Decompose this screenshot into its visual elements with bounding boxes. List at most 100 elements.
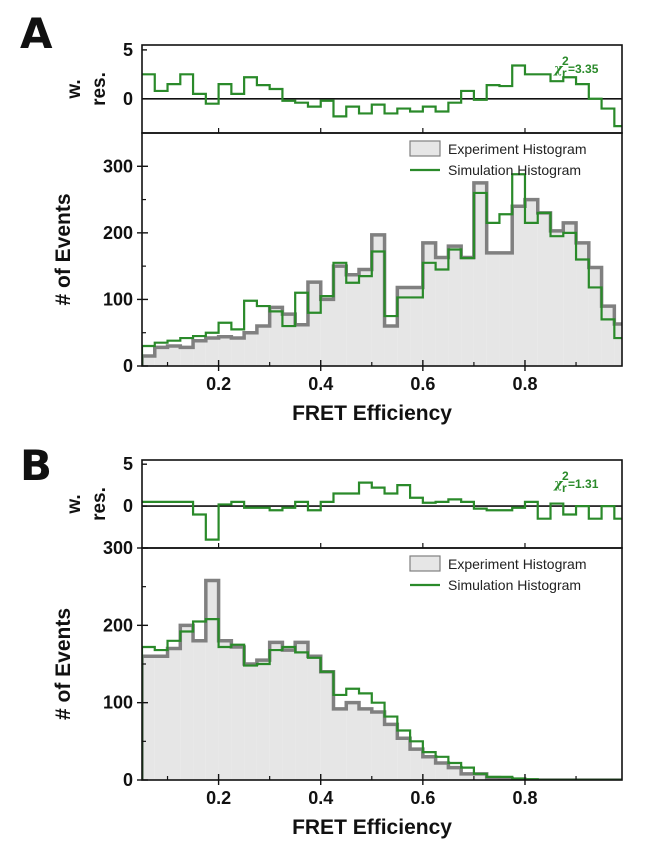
- panel-a-y-tick-label: 100: [103, 289, 133, 309]
- panel-a-experiment-bar: [410, 287, 423, 366]
- panel-b-experiment-bar: [269, 642, 283, 780]
- panel-a-experiment-bar: [282, 314, 296, 366]
- panel-a-experiment-bar: [256, 326, 270, 366]
- panel-b-residual-label-line1: w.: [64, 494, 85, 514]
- panel-b-experiment-bar: [282, 650, 296, 780]
- panel-b-experiment-bar: [359, 708, 372, 780]
- panel-b-letter: B: [20, 441, 52, 490]
- panel-b-experiment-bar: [205, 580, 219, 780]
- panel-b-experiment-bar: [180, 625, 194, 780]
- panel-a-experiment-bar: [435, 257, 449, 366]
- panel-a-experiment-bar: [167, 346, 181, 366]
- panel-a: A 0 100 200 300 0.2 0.4 0.6 0.8 5 0 FRET Efficiency…: [20, 9, 640, 425]
- panel-b-experiment-line: [142, 578, 622, 780]
- panel-a-x-tick-label: 0.2: [206, 374, 231, 394]
- panel-a-experiment-bar: [461, 257, 474, 366]
- panel-a-experiment-bar: [524, 199, 538, 366]
- panel-b-experiment-bar: [218, 640, 232, 780]
- panel-a-letter: A: [20, 9, 53, 58]
- panel-a-residual-label-line2: res.: [89, 72, 110, 106]
- panel-a-legend-experiment-label: Experiment Histogram: [448, 141, 587, 157]
- panel-a-experiment-bar: [512, 206, 525, 366]
- panel-a-experiment-bar: [627, 339, 640, 366]
- panel-b-experiment-bar: [295, 642, 308, 780]
- panel-b-experiment-bar: [435, 762, 449, 780]
- panel-a-experiment-bar: [499, 252, 513, 366]
- panel-b-experiment-bar: [142, 656, 155, 780]
- panel-a-experiment-bar: [601, 306, 615, 366]
- panel-b-experiment-bar: [461, 773, 474, 780]
- panel-b-y-tick-label: 100: [103, 693, 133, 713]
- panel-a-experiment-bar: [205, 338, 219, 366]
- panel-b-res-y-tick-label: 5: [123, 454, 133, 474]
- panel-b-experiment-bar: [244, 664, 257, 780]
- panel-a-experiment-bar: [384, 326, 398, 366]
- panel-a-x-tick-label: 0.6: [410, 374, 435, 394]
- panel-a-residual-area: [142, 64, 622, 128]
- panel-a-experiment-bar: [231, 338, 245, 366]
- panel-b-x-tick-label: 0.2: [206, 788, 231, 808]
- panel-b-x-tick-label: 0.4: [308, 788, 333, 808]
- panel-b-residual-line: [142, 481, 622, 541]
- panel-b-x-axis-title: FRET Efficiency: [292, 816, 452, 839]
- panel-a-main-frame: [141, 132, 623, 367]
- panel-a-experiment-bar: [180, 347, 194, 366]
- panel-b-y-tick-label: 0: [123, 770, 133, 790]
- panel-b-legend-experiment-swatch: [409, 555, 441, 572]
- panel-b-experiment-bar: [384, 724, 398, 780]
- panel-b-y-axis-title: # of Events: [52, 608, 75, 720]
- panel-b-experiment-bar: [307, 656, 321, 780]
- panel-a-legend-simulation-label: Simulation Histogram: [448, 162, 581, 178]
- panel-a-res-y-tick-label: 0: [123, 89, 133, 109]
- panel-a-experiment-bar: [486, 252, 500, 366]
- panel-b-x-tick-label: 0.6: [410, 788, 435, 808]
- panel-b-experiment-bar: [448, 767, 462, 780]
- panel-b-experiment-bar: [473, 773, 487, 780]
- panel-a-y-tick-label: 0: [123, 356, 133, 376]
- panel-b-chi-subscript: r: [562, 481, 567, 495]
- panel-b-legend-simulation-label: Simulation Histogram: [448, 577, 581, 593]
- panel-a-x-tick-label: 0.4: [308, 374, 333, 394]
- panel-a-residual-frame: [141, 44, 623, 134]
- panel-b-chi-symbol: χ: [553, 477, 564, 492]
- panel-a-experiment-bar: [422, 242, 436, 366]
- panel-a-chi-subscript: r: [562, 66, 567, 80]
- panel-a-experiment-bar: [154, 347, 168, 366]
- panel-a-y-axis-title: # of Events: [52, 193, 75, 305]
- panel-a-experiment-bar: [614, 324, 622, 366]
- panel-a-experiment-bar: [359, 269, 372, 366]
- panel-a-chi-value: =3.35: [568, 62, 599, 76]
- panel-b-experiment-bar: [422, 756, 436, 780]
- panel-a-experiment-bar: [550, 230, 564, 366]
- panel-a-experiment-bar: [320, 299, 334, 366]
- panel-a-simulation-line: [142, 173, 622, 366]
- panel-a-experiment-bar: [333, 266, 347, 366]
- panel-a-experiment-bar: [448, 246, 462, 366]
- panel-b-experiment-bar: [231, 646, 245, 780]
- panel-a-residual-line: [142, 64, 622, 128]
- panel-b-x-tick-label: 0.8: [512, 788, 537, 808]
- panel-b-experiment-bar: [371, 711, 385, 780]
- panel-b-chi-superscript: 2: [562, 469, 569, 483]
- panel-a-experiment-bar: [218, 336, 232, 366]
- panel-a-chi-superscript: 2: [562, 54, 569, 68]
- panel-a-experiment-bar: [537, 212, 551, 366]
- panel-b-experiment-bar: [397, 738, 411, 780]
- panel-a-experiment-bar: [563, 222, 577, 366]
- panel-a-x-tick-label: 0.8: [512, 374, 537, 394]
- panel-b-experiment-bar: [333, 708, 347, 780]
- panel-a-experiment-bar: [473, 182, 487, 366]
- panel-b-experiment-bar: [256, 660, 270, 780]
- panel-b-experiment-bar: [167, 648, 181, 780]
- panel-a-experiment-bar: [307, 282, 321, 366]
- panel-a-x-axis-title: FRET Efficiency: [292, 402, 452, 425]
- panel-b-experiment-bar: [410, 749, 423, 780]
- panel-a-experiment-bar: [576, 242, 589, 366]
- panel-a-histogram-area: [142, 173, 640, 366]
- panel-a-experiment-bar: [295, 324, 308, 366]
- panel-a-experiment-bar: [142, 356, 155, 366]
- panel-b-experiment-bar: [346, 702, 360, 780]
- panel-b-histogram-area: [142, 578, 622, 780]
- panel-a-experiment-bar: [371, 234, 385, 366]
